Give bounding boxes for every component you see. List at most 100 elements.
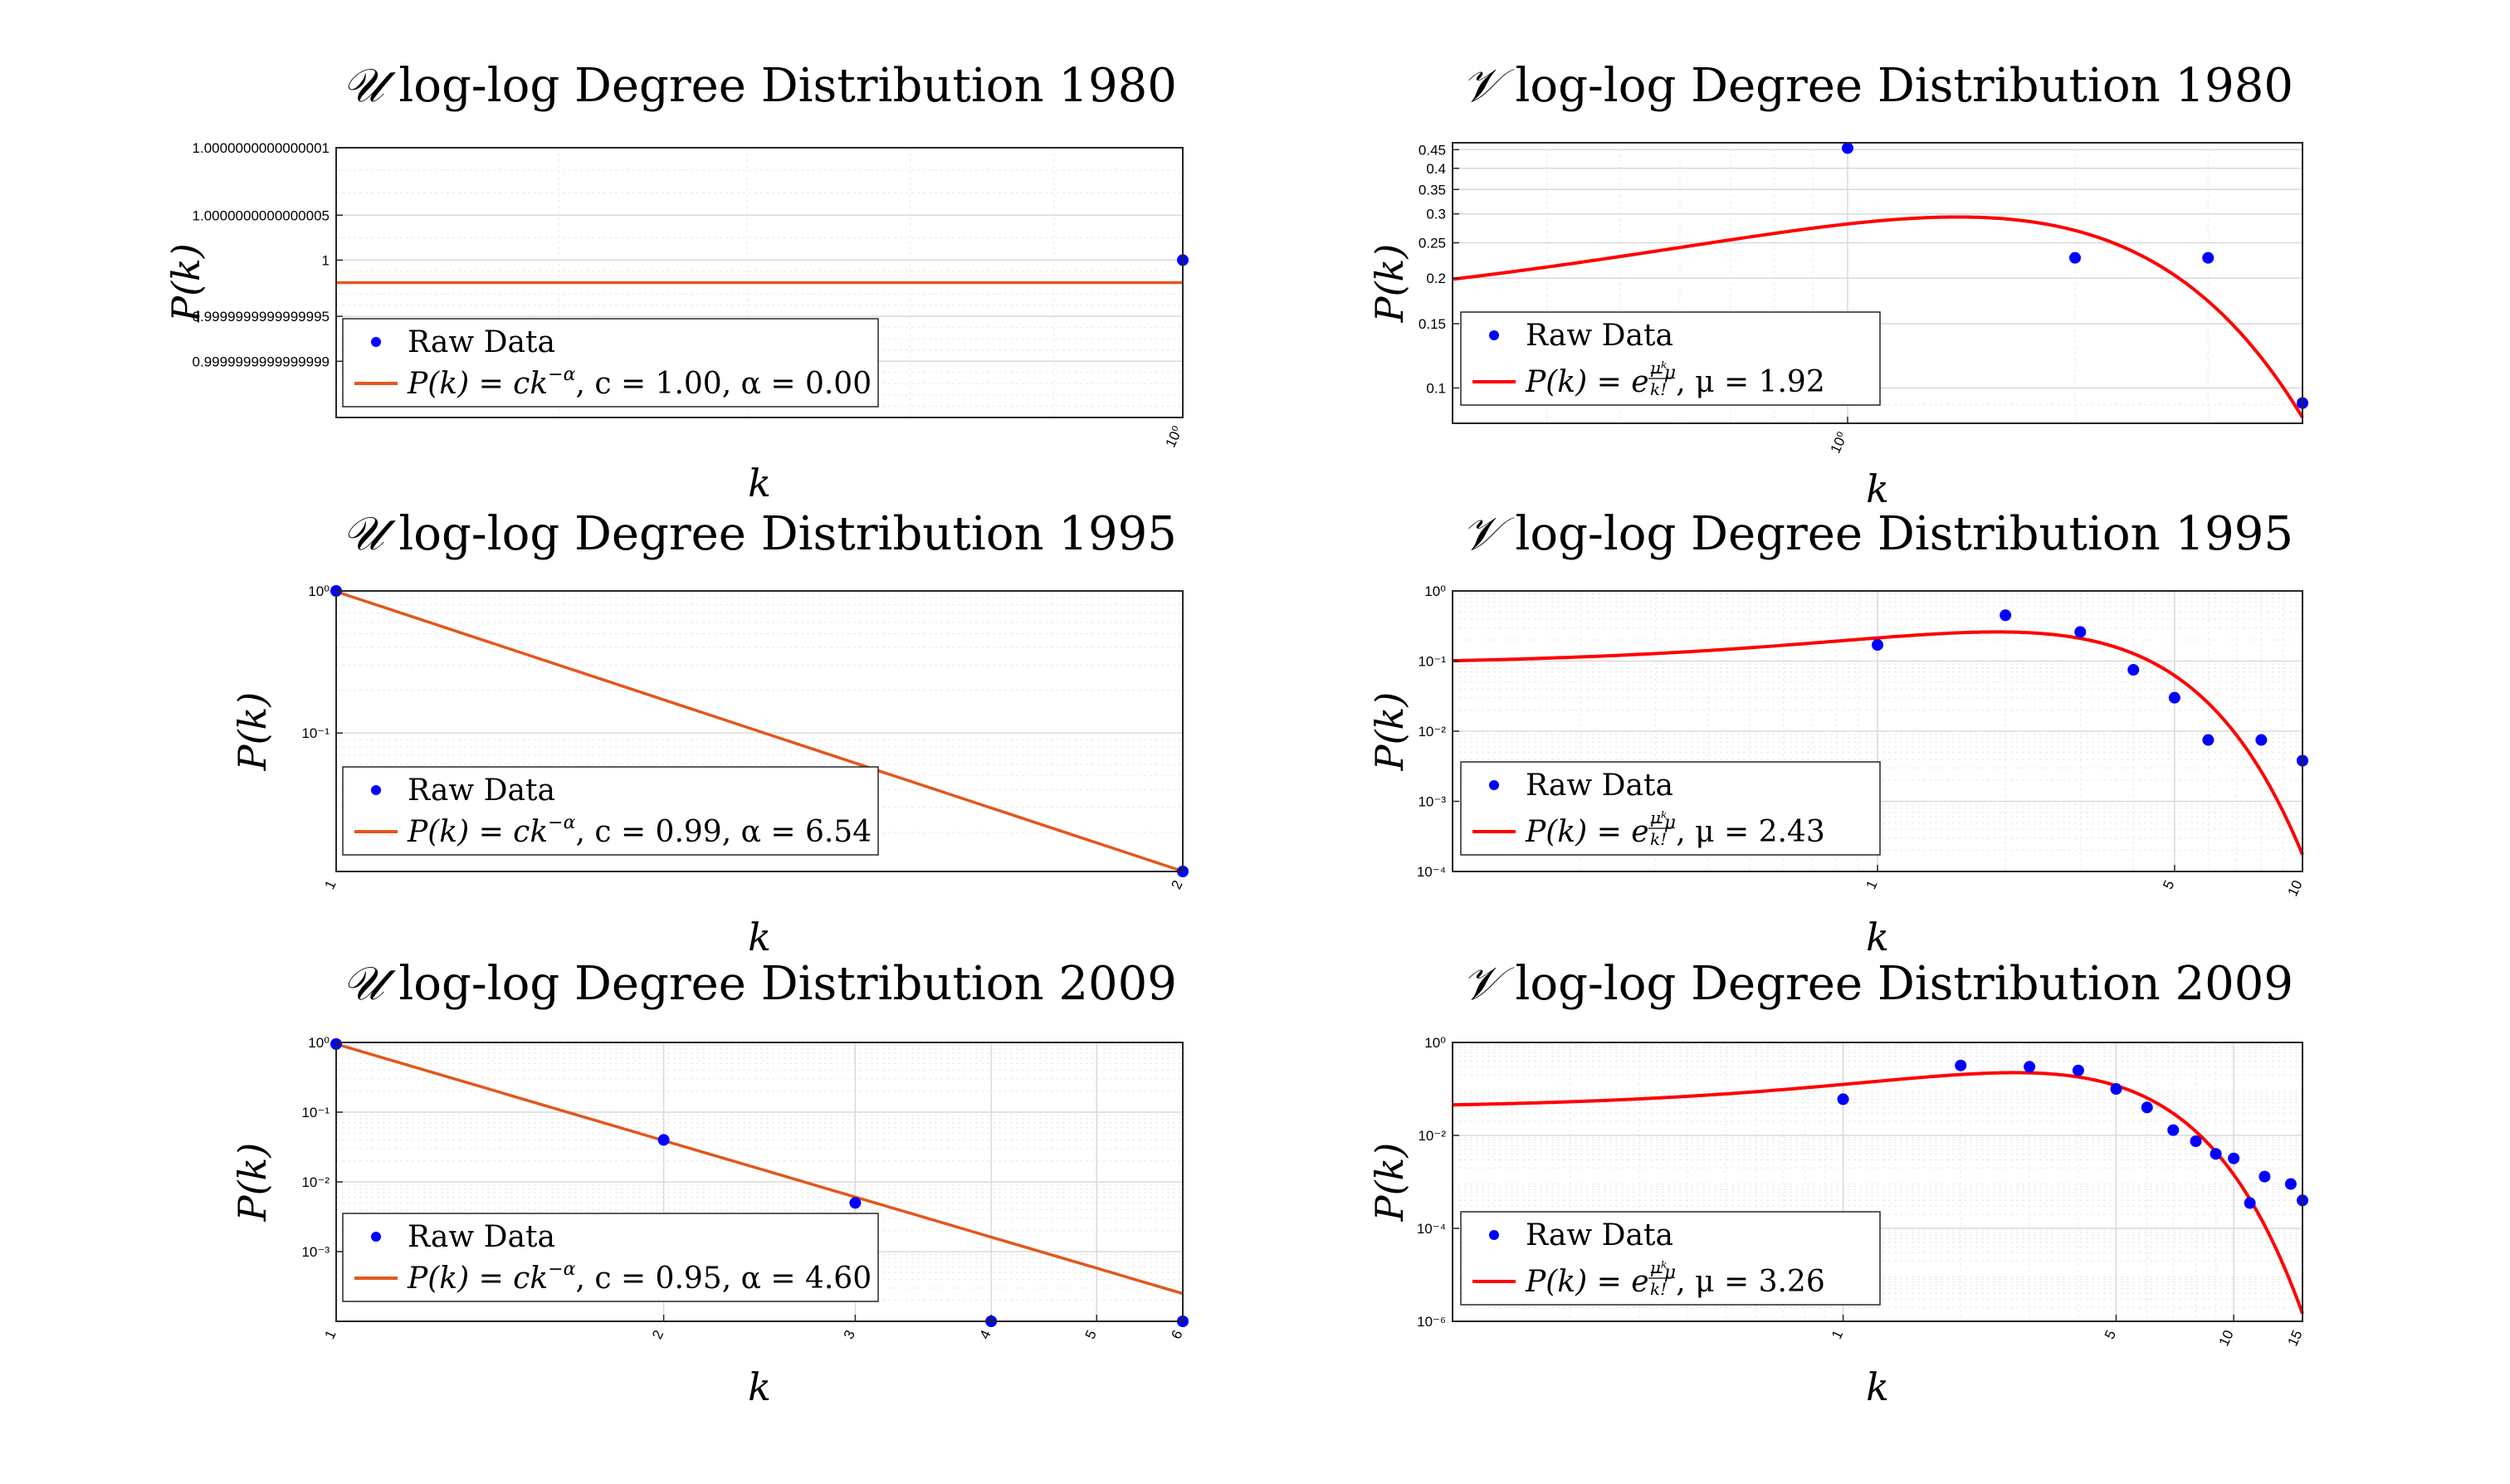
data-point	[2074, 626, 2087, 638]
legend-label-data: Raw Data	[1526, 769, 1673, 803]
y-tick-label: 10⁻⁴	[1417, 864, 1446, 880]
fit-line	[335, 590, 1184, 873]
axes-frame	[335, 590, 1184, 872]
x-axis-label: k	[748, 1364, 771, 1409]
data-point	[2284, 1178, 2297, 1190]
y-tick-label: 10⁻¹	[1418, 654, 1446, 670]
legend-box	[342, 766, 879, 856]
data-point	[849, 1197, 862, 1209]
data-point	[2228, 1152, 2240, 1164]
x-tick-label: 1	[1863, 878, 1880, 892]
y-tick-label: 0.9999999999999995	[193, 309, 330, 325]
y-tick-label: 10⁰	[1424, 583, 1446, 599]
x-tick-label: 15	[2284, 1328, 2305, 1349]
chart-title: 𝒱 log-log Degree Distribution 1980	[1462, 59, 2293, 113]
legend-marker-data	[371, 1232, 381, 1242]
panels: 0.9999999999999999 0.9999999999999995 1 1.0…	[164, 59, 2308, 1409]
chart-panel: 10⁻¹ 10⁰ 1 2 k P(k) 𝒰 log-log Degree Distribut…	[230, 507, 1189, 959]
title-text: log-log Degree Distribution 2009	[1501, 957, 2293, 1011]
data-point	[2167, 1124, 2180, 1136]
x-axis-label: k	[748, 461, 771, 505]
legend: Raw Data P(k) = ck−α, c = 0.95, α = 4.60	[342, 1213, 879, 1302]
y-tick-label: 10⁰	[1424, 1035, 1446, 1051]
x-axis-label: k	[748, 915, 771, 959]
legend-box	[1460, 311, 1881, 406]
legend: Raw Data P(k) = ck−α, c = 1.00, α = 0.00	[342, 318, 879, 408]
axes-frame	[335, 147, 1184, 418]
y-tick-label: 10⁻²	[1418, 724, 1446, 740]
legend-frac-num: μᵏ	[1650, 358, 1667, 378]
fit-line	[335, 1042, 1184, 1296]
legend-label-fit: P(k) = ck−α, c = 0.99, α = 6.54	[407, 813, 872, 849]
legend-box	[342, 1213, 879, 1302]
data-point	[2072, 1064, 2084, 1076]
y-tick-label: 0.25	[1419, 235, 1446, 251]
y-axis-label: P(k)	[1367, 244, 1412, 324]
legend-label-data: Raw Data	[408, 774, 555, 808]
title-text: log-log Degree Distribution 1995	[1501, 507, 2293, 561]
y-tick-label: 0.15	[1419, 316, 1446, 332]
legend-frac-den: k!	[1650, 379, 1667, 399]
y-axis-label: P(k)	[1367, 692, 1412, 772]
y-tick-label: 10⁻²	[1418, 1128, 1446, 1144]
legend-label-data: Raw Data	[1526, 319, 1673, 353]
chart-panel: 0.9999999999999999 0.9999999999999995 1 1.0…	[164, 59, 1189, 505]
data-point	[2202, 251, 2215, 264]
data-point	[2255, 734, 2268, 746]
data-point	[1955, 1059, 1967, 1072]
legend-frac-den: k!	[1650, 1279, 1667, 1299]
x-tick-label: 5	[1082, 1328, 1100, 1342]
y-tick-label: 1	[322, 252, 330, 268]
legend-label-data: Raw Data	[408, 1220, 555, 1254]
legend-label-fit: P(k) = e−μ, μ = 3.26	[1525, 1262, 1825, 1299]
data-point	[2244, 1197, 2256, 1209]
axes-frame	[1452, 1042, 2303, 1322]
minor-grid	[336, 597, 1183, 833]
x-axis-label: k	[1866, 1364, 1889, 1409]
chart-panel: 10⁻⁴ 10⁻³ 10⁻² 10⁻¹ 10⁰ 1 5 10 k P(k) 𝒱 log-log De…	[1367, 507, 2308, 959]
y-tick-label: 10⁻²	[301, 1174, 330, 1190]
data-point	[2259, 1170, 2271, 1183]
y-tick-label: 10⁰	[308, 583, 330, 599]
legend-label-fit: P(k) = e−μ, μ = 1.92	[1525, 363, 1825, 399]
x-tick-label: 10⁰	[1163, 424, 1186, 451]
data-point	[2110, 1083, 2122, 1095]
data-point	[2000, 609, 2012, 622]
legend-marker-data	[1489, 330, 1499, 340]
x-tick-label: 5	[2160, 878, 2177, 892]
chart-panel: 0.1 0.15 0.2 0.25 0.3 0.35 0.4 0.45 10⁰ k P(k) 𝒱 lo…	[1367, 59, 2308, 511]
legend-box	[1460, 761, 1881, 856]
y-tick-label: 0.4	[1426, 161, 1446, 177]
data-point	[1872, 639, 1883, 652]
x-tick-label: 1	[1829, 1328, 1846, 1342]
chart-title: 𝒰 log-log Degree Distribution 2009	[342, 957, 1177, 1011]
x-tick-label: 2	[649, 1328, 667, 1342]
legend-frac-num: μᵏ	[1650, 1257, 1667, 1277]
legend-marker-data	[371, 785, 381, 795]
x-axis-label: k	[1866, 466, 1889, 511]
data-point	[2024, 1061, 2036, 1073]
y-tick-label: 10⁻¹	[301, 1105, 330, 1120]
legend-label-fit: P(k) = e−μ, μ = 2.43	[1525, 813, 1825, 849]
legend: Raw Data P(k) = ck−α, c = 0.99, α = 6.54	[342, 766, 879, 856]
data-point	[1837, 1093, 1849, 1106]
y-tick-label: 0.35	[1419, 182, 1446, 198]
y-tick-label: 0.2	[1426, 271, 1446, 286]
y-tick-label: 10⁻³	[1418, 794, 1446, 810]
chart-title: 𝒱 log-log Degree Distribution 1995	[1462, 507, 2293, 561]
y-tick-label: 10⁻³	[301, 1244, 330, 1260]
legend-frac-den: k!	[1650, 829, 1667, 849]
data-point	[657, 1134, 670, 1146]
data-point	[2202, 734, 2215, 746]
fit-line	[1452, 215, 2304, 418]
y-tick-label: 0.3	[1426, 207, 1446, 222]
x-axis-label: k	[1866, 915, 1889, 959]
legend-label-data: Raw Data	[408, 325, 555, 359]
fit-line	[1452, 1071, 2304, 1315]
legend-box	[342, 318, 879, 408]
data-point	[2210, 1148, 2222, 1160]
